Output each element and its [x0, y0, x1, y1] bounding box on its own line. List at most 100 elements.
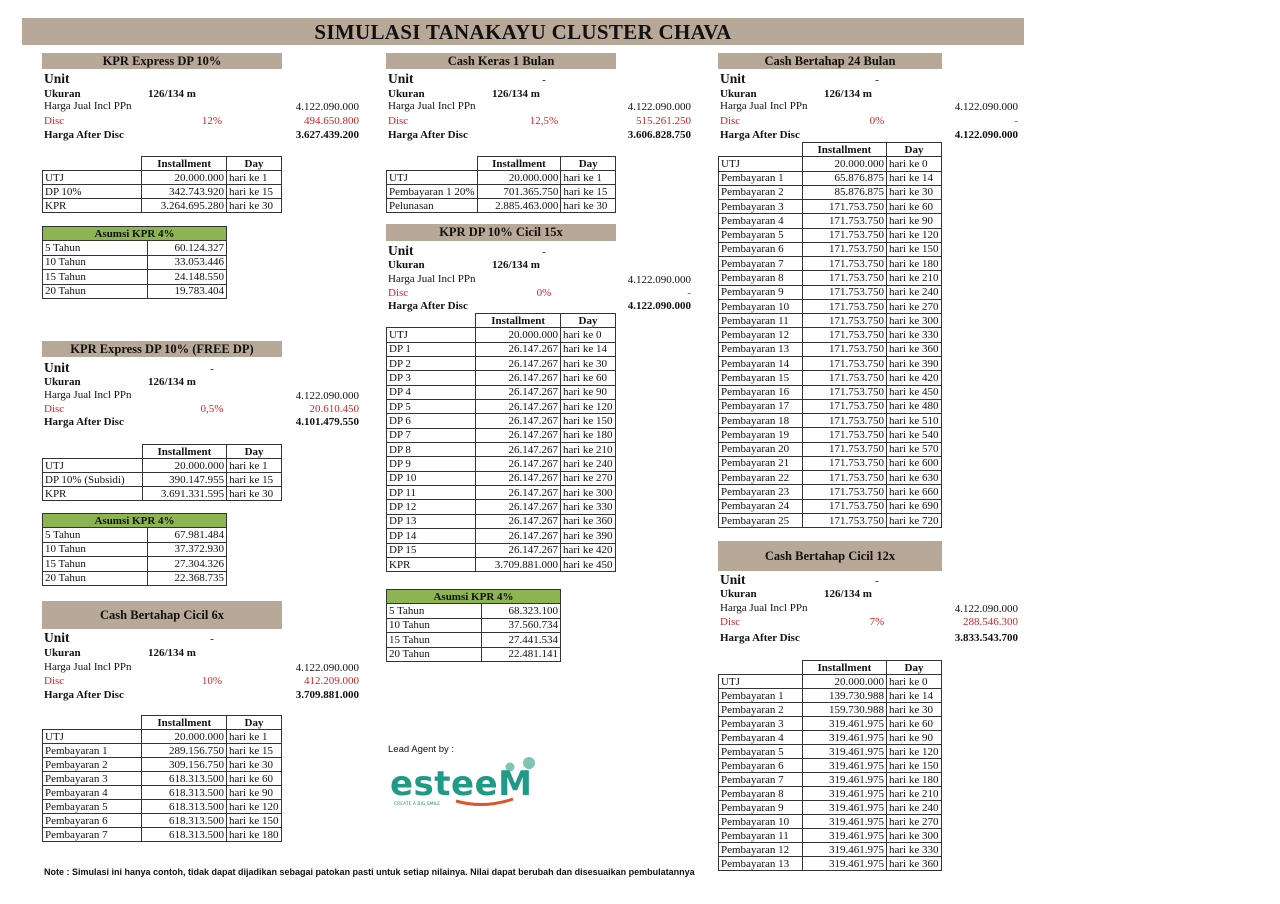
- payment-day: hari ke 240: [886, 800, 942, 815]
- harga-value: 4.122.090.000: [954, 101, 1018, 113]
- asumsi-kpr-table: Asumsi KPR 4% 5 Tahun 67.981.484 10 Tahun 37…: [42, 513, 227, 586]
- harga-label: Harga Jual Incl PPn: [720, 602, 808, 614]
- payment-day: hari ke 90: [886, 213, 942, 229]
- asumsi-row: 5 Tahun 60.124.327: [42, 240, 227, 256]
- disc-value: -: [1014, 115, 1018, 127]
- row-label: Pembayaran 7: [718, 256, 803, 272]
- row-label: Pembayaran 5: [41, 799, 143, 814]
- harga-label: Harga Jual Incl PPn: [44, 100, 132, 112]
- installment-table: Installment Day UTJ 20.000.000 hari ke 1 Pemb…: [41, 715, 282, 842]
- installment-amount: 171.753.750: [801, 199, 888, 215]
- table-header-row: Installment Day: [42, 156, 282, 171]
- ukuran-value: 126/134 m: [148, 647, 196, 659]
- payment-day: hari ke 330: [886, 842, 942, 857]
- table-row: Pembayaran 8 319.461.975 hari ke 210: [718, 786, 942, 801]
- asumsi-kpr-table: Asumsi KPR 4% 5 Tahun 60.124.327 10 Tahun 33…: [42, 226, 227, 299]
- tenor-label: 20 Tahun: [42, 283, 148, 299]
- row-label: DP 10%: [41, 184, 143, 199]
- day-header: Day: [886, 141, 942, 158]
- installment-amount: 20.000.000: [801, 674, 888, 689]
- harga-value: 4.122.090.000: [627, 274, 691, 286]
- row-label: Pembayaran 3: [718, 716, 803, 731]
- disc-value: 412.209.000: [304, 675, 359, 687]
- row-label: Pembayaran 7: [718, 772, 803, 787]
- installment-amount: 26.147.267: [475, 528, 561, 544]
- payment-day: hari ke 30: [559, 356, 617, 372]
- row-label: Pembayaran 25: [718, 512, 803, 529]
- payment-day: hari ke 690: [886, 498, 942, 514]
- row-label: DP 11: [385, 485, 477, 501]
- table-row: Pembayaran 12 319.461.975 hari ke 330: [718, 842, 942, 857]
- table-header-row: Installment Day: [718, 660, 942, 675]
- payment-day: hari ke 1: [226, 458, 282, 473]
- table-header-row: Installment Day: [386, 312, 617, 329]
- payment-day: hari ke 120: [226, 799, 282, 814]
- table-row: UTJ 20.000.000 hari ke 1: [386, 170, 616, 185]
- table-row: Pembayaran 19 171.753.750 hari ke 540: [718, 427, 942, 443]
- disc-percent: 10%: [201, 675, 223, 687]
- installment-amount: 319.461.975: [801, 758, 888, 773]
- disc-percent: 12,5%: [529, 115, 559, 127]
- installment-amount: 20.000.000: [141, 170, 228, 185]
- svg-text:CREATE A BIG SMILE: CREATE A BIG SMILE: [394, 801, 440, 807]
- blank-cell: [718, 660, 803, 675]
- table-row: UTJ 20.000.000 hari ke 0: [385, 327, 617, 343]
- row-label: Pembayaran 4: [718, 213, 803, 229]
- installment-amount: 319.461.975: [801, 744, 888, 759]
- table-row: Pembayaran 10 171.753.750 hari ke 270: [718, 298, 942, 315]
- table-row: Pembayaran 6 319.461.975 hari ke 150: [718, 758, 942, 773]
- table-row: Pembayaran 2 159.730.988 hari ke 30: [718, 702, 942, 717]
- payment-day: hari ke 30: [886, 702, 942, 717]
- table-row: DP 10% (Subsidi) 390.147.955 hari ke 15: [42, 472, 282, 487]
- payment-day: hari ke 60: [226, 771, 282, 786]
- section-header: Cash Bertahap Cicil 6x: [42, 601, 282, 629]
- disc-label: Disc: [720, 616, 741, 628]
- table-row: Pembayaran 1 20% 701.365.750 hari ke 15: [386, 184, 616, 199]
- payment-day: hari ke 420: [886, 370, 942, 386]
- payment-day: hari ke 360: [886, 341, 942, 357]
- monthly-installment: 60.124.327: [147, 240, 227, 256]
- installment-amount: 26.147.267: [475, 513, 561, 530]
- table-row: Pembayaran 24 171.753.750 hari ke 690: [718, 498, 942, 514]
- disc-value: 20.610.450: [309, 403, 360, 415]
- tenor-label: 5 Tahun: [42, 527, 148, 543]
- installment-table: Installment Day UTJ 20.000.000 hari ke 0 Pemb…: [718, 141, 942, 529]
- harga-value: 4.122.090.000: [295, 390, 359, 402]
- table-row: Pembayaran 11 319.461.975 hari ke 300: [718, 828, 942, 843]
- after-disc-value: 3.627.439.200: [295, 129, 359, 141]
- tenor-label: 15 Tahun: [42, 269, 148, 285]
- after-disc-label: Harga After Disc: [388, 129, 468, 141]
- row-label: Pembayaran 24: [718, 498, 803, 514]
- unit-value: -: [210, 363, 214, 375]
- disc-label: Disc: [44, 403, 65, 415]
- monthly-installment: 68.323.100: [481, 603, 561, 619]
- row-label: Pembayaran 14: [718, 355, 803, 372]
- row-label: Pembayaran 3: [41, 771, 143, 786]
- row-label: Pembayaran 5: [718, 227, 803, 243]
- installment-amount: 20.000.000: [801, 156, 888, 172]
- installment-amount: 309.156.750: [141, 757, 227, 772]
- payment-day: hari ke 180: [559, 427, 617, 444]
- payment-day: hari ke 30: [226, 757, 282, 772]
- ukuran-value: 126/134 m: [824, 588, 872, 600]
- disc-label: Disc: [44, 115, 65, 127]
- table-row: DP 5 26.147.267 hari ke 120: [385, 399, 617, 415]
- payment-day: hari ke 1: [226, 729, 282, 744]
- table-row: DP 10 26.147.267 hari ke 270: [385, 470, 617, 487]
- row-label: DP 12: [385, 499, 477, 515]
- payment-day: hari ke 14: [886, 170, 942, 186]
- esteem-logo: esteeM CREATE A BIG SMILE: [388, 755, 538, 810]
- table-row: Pembayaran 1 289.156.750 hari ke 15: [41, 743, 282, 758]
- installment-amount: 171.753.750: [801, 213, 888, 229]
- asumsi-row: 20 Tahun 22.481.141: [386, 646, 561, 662]
- monthly-installment: 33.053.446: [147, 254, 227, 270]
- disc-label: Disc: [388, 115, 409, 127]
- payment-day: hari ke 390: [886, 355, 942, 372]
- day-header: Day: [226, 715, 282, 730]
- row-label: Pembayaran 13: [718, 341, 803, 357]
- table-row: Pembayaran 7 618.313.500 hari ke 180: [41, 827, 282, 842]
- installment-amount: 390.147.955: [141, 472, 228, 487]
- blank-cell: [42, 156, 142, 171]
- payment-day: hari ke 270: [886, 814, 942, 829]
- after-disc-value: 4.101.479.550: [295, 416, 359, 428]
